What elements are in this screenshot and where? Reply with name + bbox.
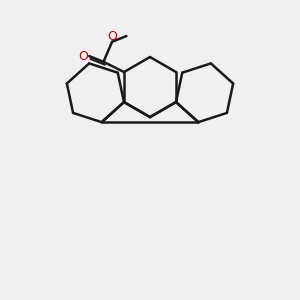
Text: O: O: [79, 50, 88, 63]
Text: O: O: [107, 29, 117, 43]
